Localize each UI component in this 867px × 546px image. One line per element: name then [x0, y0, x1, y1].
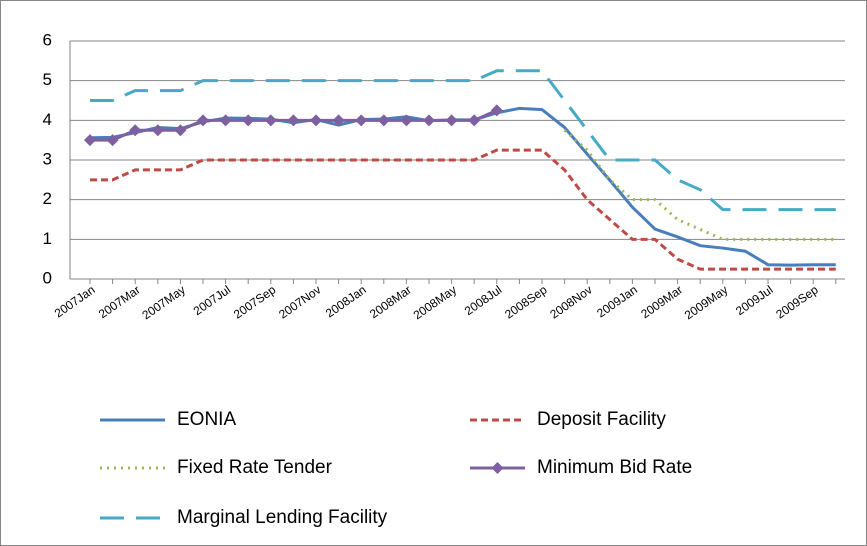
point-marker [445, 114, 458, 127]
point-marker [106, 134, 119, 147]
y-tick-label: 4 [43, 110, 52, 129]
point-marker [355, 114, 368, 127]
point-marker [287, 114, 300, 127]
point-marker [332, 114, 345, 127]
point-marker [151, 124, 164, 137]
legend-label: Minimum Bid Rate [537, 457, 692, 478]
legend-label: Marginal Lending Facility [177, 507, 388, 528]
y-tick-label: 3 [43, 149, 52, 168]
point-marker [490, 104, 503, 117]
legend-label: Deposit Facility [537, 409, 666, 430]
series-line [90, 69, 836, 212]
legend-label: EONIA [177, 409, 236, 430]
point-marker [377, 114, 390, 127]
y-tick-label: 2 [43, 189, 52, 208]
point-marker [242, 114, 255, 127]
legend-marker [491, 462, 504, 474]
series-line [90, 148, 836, 271]
y-tick-label: 1 [43, 229, 52, 248]
y-tick-label: 6 [43, 30, 52, 49]
point-marker [174, 124, 187, 137]
point-marker [468, 114, 481, 127]
point-marker [264, 114, 277, 127]
point-marker [310, 114, 322, 127]
point-marker [400, 114, 413, 127]
point-marker [219, 114, 232, 127]
series-line [563, 129, 836, 241]
legend-label: Fixed Rate Tender [177, 457, 333, 478]
y-tick-label: 5 [43, 70, 52, 89]
y-tick-label: 0 [43, 268, 52, 287]
point-marker [84, 134, 96, 147]
point-marker [129, 124, 142, 137]
point-marker [423, 114, 435, 127]
point-marker [197, 114, 209, 127]
